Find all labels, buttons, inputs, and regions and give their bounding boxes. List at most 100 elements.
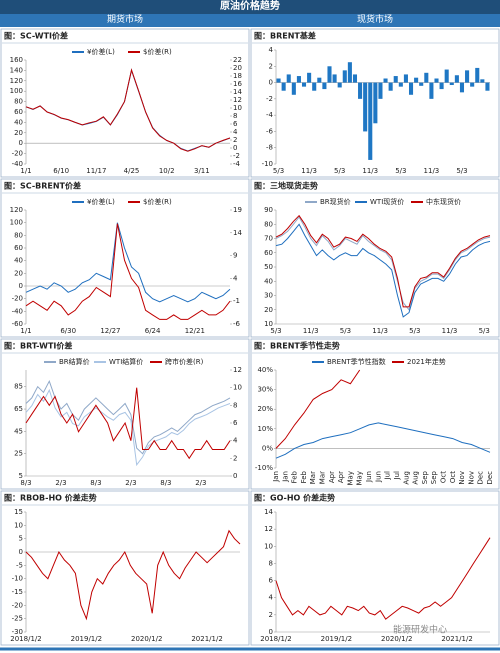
x-tick-label: 2020/1/2 <box>381 635 412 643</box>
panel-title: 图：BRENT季节性走势 <box>254 341 340 351</box>
y-tick-label: -15 <box>12 588 23 596</box>
y-tick-label: -2 <box>266 95 273 103</box>
x-tick-label: Sep <box>430 470 438 484</box>
y2-tick-label: 12 <box>233 96 242 104</box>
x-tick-label: 5/3 <box>270 327 281 335</box>
bar <box>296 76 301 83</box>
x-tick-label: 5/3 <box>395 167 406 175</box>
panel-title: 图：SC-BRENT价差 <box>4 181 81 191</box>
section-bar: 期货市场 现货市场 <box>0 14 500 27</box>
bar <box>470 82 475 87</box>
x-tick-label: 8/3 <box>20 479 31 487</box>
y-tick-label: 20 <box>14 269 23 277</box>
panel-title: 图：RBOB-HO 价差走势 <box>4 493 97 503</box>
y-tick-label: 40 <box>14 257 23 265</box>
y-tick-label: 80 <box>14 231 23 239</box>
y2-tick-label: 2 <box>233 136 237 144</box>
x-tick-label: 6/24 <box>145 327 161 335</box>
legend-label: BR现货价 <box>320 197 351 206</box>
watermark: 能源研发中心 <box>393 624 447 636</box>
y-tick-label: 10 <box>14 521 23 529</box>
bar <box>378 82 383 99</box>
panel <box>250 490 500 646</box>
x-tick-label: 2018/1/2 <box>10 635 41 643</box>
bar <box>286 74 291 83</box>
line-series <box>275 223 491 318</box>
bar <box>398 82 403 87</box>
y-tick-label: 4 <box>269 594 274 602</box>
y-tick-label: 0 <box>19 548 23 556</box>
y2-tick-label: 10 <box>233 384 242 392</box>
legend-label: BR结算价 <box>59 357 90 366</box>
y-tick-label: 60 <box>264 249 273 257</box>
y2-tick-label: 6 <box>233 419 238 427</box>
bar <box>465 70 470 83</box>
y-tick-label: 12 <box>264 525 273 533</box>
y2-tick-label: 6 <box>233 120 238 128</box>
y-tick-label: 60 <box>14 244 23 252</box>
bar <box>312 82 317 91</box>
line-series <box>25 68 231 152</box>
y2-tick-label: -4 <box>233 160 241 168</box>
y-tick-label: 45 <box>14 427 23 435</box>
bar <box>301 82 307 87</box>
bar <box>475 67 480 83</box>
x-tick-label: 11/3 <box>442 327 458 335</box>
y-tick-label: -20 <box>12 601 23 609</box>
y-tick-label: 120 <box>10 206 23 214</box>
y-tick-label: 5 <box>19 535 23 543</box>
legend-label: 中东现货价 <box>426 197 461 206</box>
bar <box>424 72 429 83</box>
y-tick-label: 65 <box>14 405 23 413</box>
x-tick-label: Aug <box>412 471 420 485</box>
panel <box>0 178 250 338</box>
section-right: 现货市场 <box>356 15 393 25</box>
x-tick-label: 3/11 <box>194 167 210 175</box>
y-tick-label: 10 <box>264 320 273 328</box>
y-tick-label: -10 <box>262 160 273 168</box>
bar <box>439 82 444 90</box>
section-left: 期货市场 <box>106 15 143 25</box>
y-tick-label: 2 <box>269 611 273 619</box>
y2-tick-label: 4 <box>233 274 238 282</box>
bar <box>393 76 398 83</box>
legend-label: ¥价差(L) <box>87 197 115 206</box>
y2-tick-label: 10 <box>233 104 242 112</box>
y-tick-label: 30% <box>257 386 273 394</box>
y2-tick-label: 0 <box>233 144 237 152</box>
bar <box>444 69 449 83</box>
x-tick-label: Jul <box>384 471 392 481</box>
x-tick-label: Jun <box>374 471 382 483</box>
x-tick-label: 6/10 <box>53 167 69 175</box>
y-tick-label: 80 <box>264 220 273 228</box>
y2-tick-label: 8 <box>233 401 237 409</box>
line-series <box>275 537 491 620</box>
x-tick-label: Dec <box>486 471 494 485</box>
y2-tick-label: 18 <box>233 72 242 80</box>
y-tick-label: -20 <box>12 295 23 303</box>
bar <box>373 82 378 124</box>
line-series <box>25 68 231 152</box>
bar <box>480 79 485 83</box>
y-tick-label: 120 <box>10 77 23 85</box>
bar <box>352 74 358 83</box>
y-tick-label: 0 <box>19 282 23 290</box>
y-tick-label: 15 <box>14 508 23 516</box>
y-tick-label: -60 <box>12 320 23 328</box>
y-tick-label: 40 <box>14 118 23 126</box>
y-tick-label: -20 <box>12 150 23 158</box>
x-tick-label: 5/3 <box>340 327 351 335</box>
x-tick-label: 2/3 <box>125 479 136 487</box>
y-tick-label: 140 <box>10 66 23 74</box>
page-title: 原油价格趋势 <box>0 0 500 14</box>
x-tick-label: Jan <box>272 471 280 483</box>
x-tick-label: Dec <box>477 471 485 485</box>
x-tick-label: 6/30 <box>60 327 76 335</box>
y-tick-label: 20 <box>264 306 273 314</box>
bar <box>429 82 434 99</box>
line-series <box>275 369 361 449</box>
x-tick-label: 11/3 <box>301 167 317 175</box>
y2-tick-label: 19 <box>233 206 242 214</box>
x-tick-label: 11/3 <box>303 327 319 335</box>
